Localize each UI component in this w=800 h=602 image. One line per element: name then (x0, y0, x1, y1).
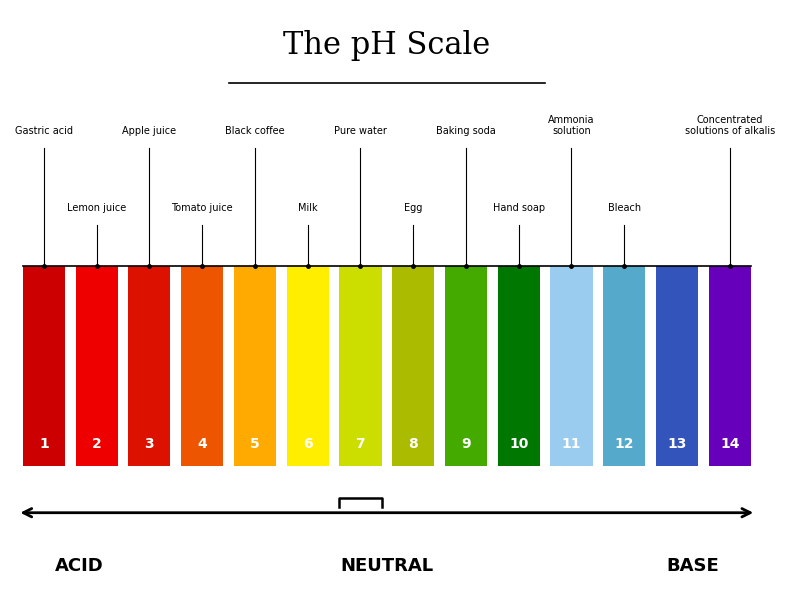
Text: Concentrated
solutions of alkalis: Concentrated solutions of alkalis (685, 115, 775, 136)
Text: 2: 2 (92, 437, 102, 451)
Text: Tomato juice: Tomato juice (171, 203, 233, 213)
Text: ACID: ACID (54, 557, 103, 575)
Bar (498, 265, 540, 466)
Text: Hand soap: Hand soap (493, 203, 545, 213)
Text: 1: 1 (39, 437, 49, 451)
Text: 11: 11 (562, 437, 582, 451)
Bar (392, 265, 434, 466)
Text: 8: 8 (408, 437, 418, 451)
Text: 13: 13 (667, 437, 686, 451)
Text: BASE: BASE (666, 557, 719, 575)
Bar (181, 265, 223, 466)
Text: 3: 3 (145, 437, 154, 451)
Text: Lemon juice: Lemon juice (67, 203, 126, 213)
Text: Gastric acid: Gastric acid (15, 126, 73, 136)
Bar (286, 265, 329, 466)
Text: 10: 10 (509, 437, 528, 451)
Bar (445, 265, 487, 466)
Bar (22, 265, 65, 466)
Bar (603, 265, 646, 466)
Text: 6: 6 (303, 437, 313, 451)
Text: Apple juice: Apple juice (122, 126, 177, 136)
Text: 9: 9 (461, 437, 470, 451)
Text: Black coffee: Black coffee (225, 126, 285, 136)
Text: The pH Scale: The pH Scale (283, 31, 490, 61)
Text: 12: 12 (614, 437, 634, 451)
Bar (656, 265, 698, 466)
Text: Bleach: Bleach (608, 203, 641, 213)
Bar (709, 265, 751, 466)
Text: Baking soda: Baking soda (436, 126, 496, 136)
Bar (234, 265, 276, 466)
Text: 7: 7 (356, 437, 366, 451)
Bar (339, 265, 382, 466)
Bar (128, 265, 170, 466)
Text: 14: 14 (720, 437, 739, 451)
Bar (75, 265, 118, 466)
Text: 5: 5 (250, 437, 260, 451)
Text: Egg: Egg (404, 203, 422, 213)
Text: NEUTRAL: NEUTRAL (340, 557, 434, 575)
Text: Milk: Milk (298, 203, 318, 213)
Text: Pure water: Pure water (334, 126, 387, 136)
Bar (550, 265, 593, 466)
Text: 4: 4 (198, 437, 207, 451)
Text: Ammonia
solution: Ammonia solution (548, 115, 594, 136)
